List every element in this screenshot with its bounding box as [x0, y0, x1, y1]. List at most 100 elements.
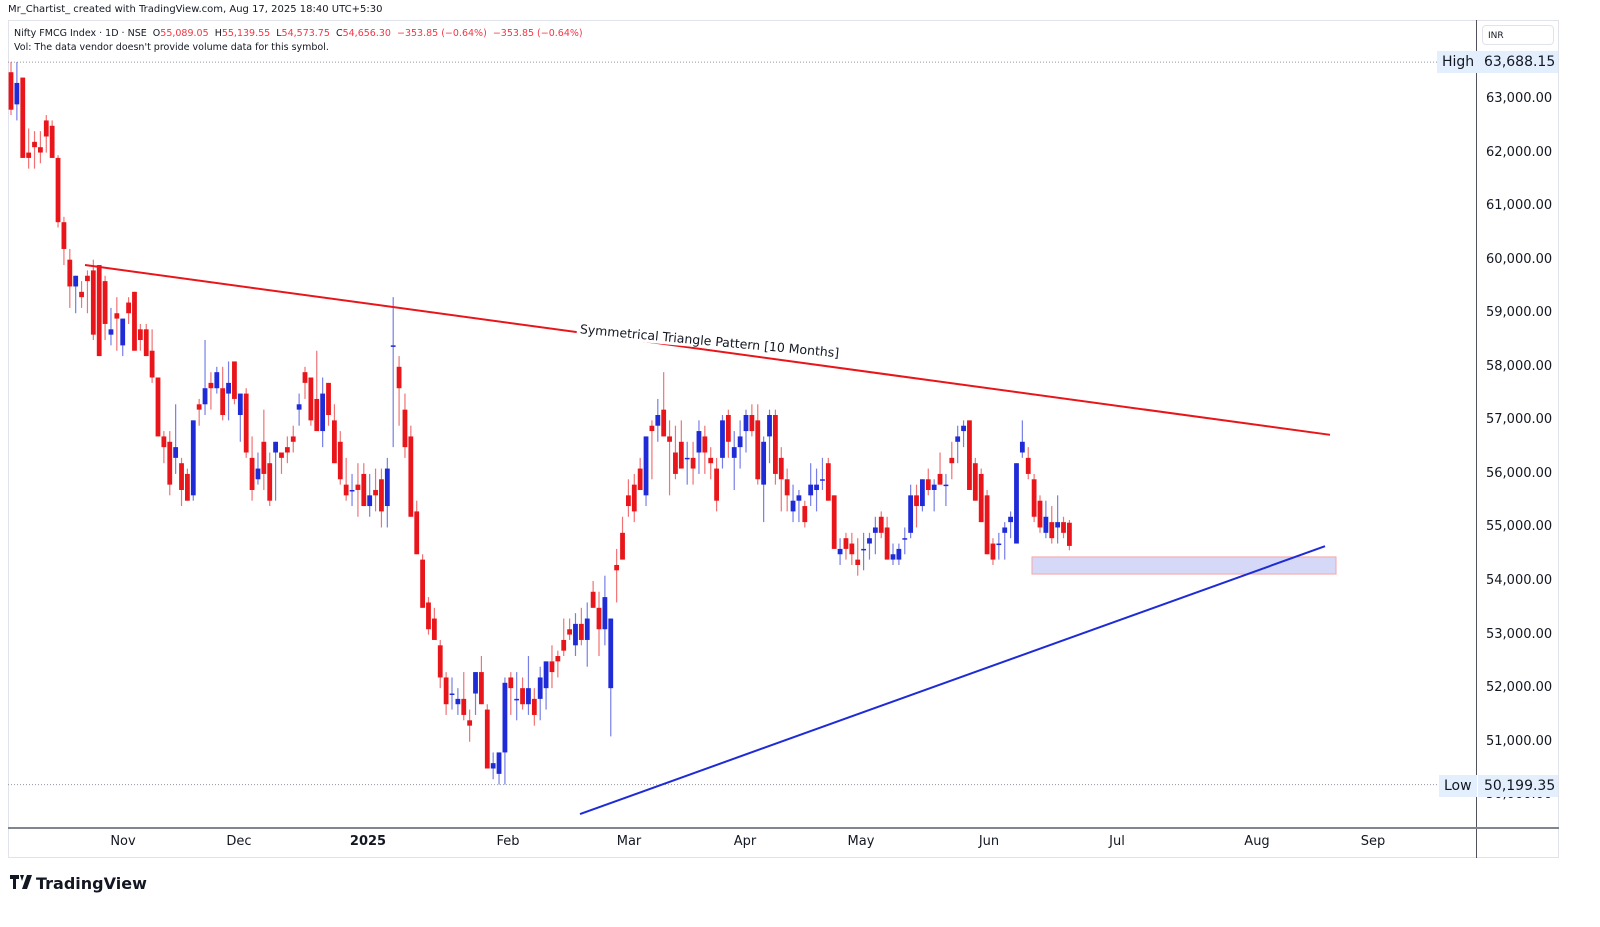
candle	[473, 672, 478, 715]
candle	[978, 468, 984, 523]
candle	[308, 377, 314, 426]
candle	[949, 441, 955, 480]
time-tick: May	[847, 834, 875, 849]
candle	[596, 591, 602, 657]
candlestick-series	[8, 62, 1072, 785]
time-tick: Feb	[496, 834, 520, 849]
candle	[614, 548, 620, 603]
candle	[455, 688, 461, 715]
candle	[426, 597, 431, 635]
candle	[167, 431, 173, 496]
candle	[55, 155, 61, 228]
candle	[296, 393, 302, 426]
candle	[73, 275, 79, 314]
candle	[778, 447, 784, 512]
candle	[379, 468, 384, 528]
candle	[690, 441, 696, 485]
candle	[696, 420, 702, 474]
price-axis-separator	[1476, 20, 1477, 858]
symbol-name[interactable]: Nifty FMCG Index · 1D · NSE	[14, 28, 147, 39]
candle	[861, 532, 866, 571]
tradingview-logo[interactable]: TradingView	[10, 874, 147, 893]
price-tick: 61,000.00	[1486, 198, 1553, 214]
candle	[602, 575, 608, 646]
candle	[878, 511, 884, 539]
candle	[731, 431, 737, 490]
candle	[373, 468, 378, 512]
candle	[661, 372, 667, 437]
candle	[526, 656, 531, 715]
candle	[243, 388, 249, 458]
candle	[273, 441, 278, 501]
candle	[402, 393, 408, 458]
candle	[961, 420, 966, 448]
candle	[332, 404, 337, 464]
candle	[1008, 511, 1013, 539]
candle	[90, 259, 96, 341]
support-trendline[interactable]	[579, 545, 1326, 815]
volume-note: Vol: The data vendor doesn't provide vol…	[14, 42, 329, 53]
candle	[484, 704, 490, 769]
candle	[220, 366, 226, 421]
resistance-trendline[interactable]	[84, 264, 1331, 436]
candle	[626, 479, 631, 517]
candle	[931, 479, 937, 512]
candle	[584, 602, 590, 667]
candle	[590, 581, 596, 608]
candle	[290, 425, 296, 453]
change-value: −353.85 (−0.64%)	[397, 28, 487, 39]
candle	[508, 672, 514, 715]
candle	[673, 425, 678, 480]
candle	[190, 420, 196, 501]
candle	[390, 297, 396, 448]
candle	[114, 297, 120, 351]
candle	[714, 457, 719, 512]
candle	[249, 436, 255, 501]
candle	[396, 356, 402, 426]
time-tick: Apr	[733, 834, 757, 849]
candle	[8, 62, 14, 116]
price-tick: 60,000.00	[1486, 251, 1553, 267]
candle	[567, 618, 572, 640]
currency-button[interactable]: INR	[1482, 25, 1554, 45]
low-value-tag: 50,199.35	[1478, 775, 1558, 797]
candle	[520, 677, 525, 710]
candle	[667, 420, 672, 496]
candle	[326, 382, 331, 426]
candle	[902, 527, 908, 555]
candle	[173, 404, 179, 474]
candle	[531, 688, 537, 726]
candle	[284, 436, 290, 464]
candle	[367, 473, 373, 517]
candle	[38, 131, 43, 164]
candle	[684, 441, 690, 485]
candle	[361, 463, 367, 507]
candle	[461, 672, 467, 721]
candle	[126, 297, 131, 324]
time-tick: Jun	[978, 834, 1000, 849]
candle	[314, 350, 320, 432]
trendlines[interactable]	[84, 264, 1331, 815]
candle	[920, 479, 925, 512]
candle	[755, 404, 761, 485]
candle	[320, 377, 326, 448]
candle	[984, 489, 990, 555]
candle	[814, 468, 819, 512]
candle	[1014, 463, 1019, 544]
chart-frame	[8, 20, 1559, 858]
candle	[237, 393, 243, 442]
candle	[20, 77, 26, 158]
candle	[1037, 495, 1043, 533]
price-tick: 54,000.00	[1486, 573, 1553, 589]
time-tick: Aug	[1244, 834, 1270, 849]
candle	[467, 709, 473, 742]
svg-text:Symmetrical Triangle Pattern [: Symmetrical Triangle Pattern [10 Months]	[579, 321, 839, 360]
candle	[96, 265, 102, 357]
candle	[831, 495, 837, 549]
candle	[49, 120, 55, 158]
open-value: 55,089.05	[160, 28, 209, 39]
candle	[1025, 447, 1031, 480]
candle	[631, 473, 637, 523]
candle	[761, 436, 767, 523]
